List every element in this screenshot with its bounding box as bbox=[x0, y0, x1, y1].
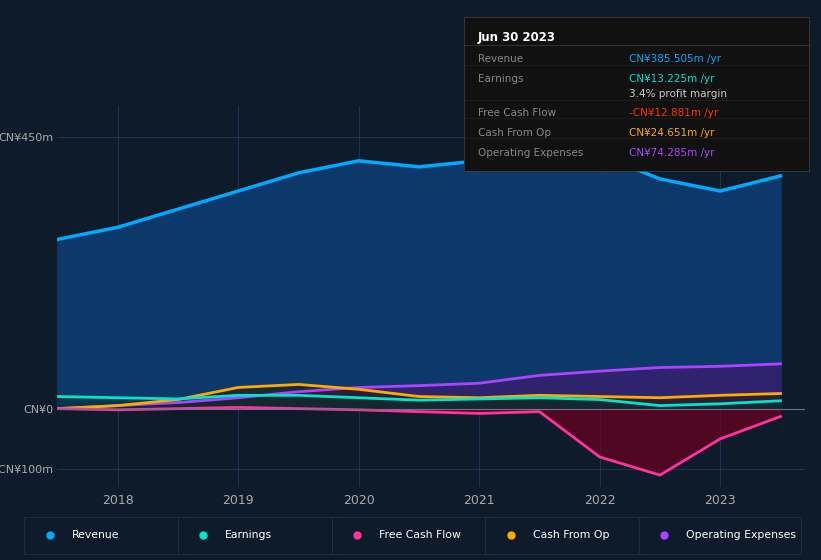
Text: Free Cash Flow: Free Cash Flow bbox=[478, 108, 556, 118]
Text: Operating Expenses: Operating Expenses bbox=[478, 148, 583, 158]
Text: Cash From Op: Cash From Op bbox=[478, 128, 551, 138]
Text: Revenue: Revenue bbox=[478, 54, 523, 64]
Text: Jun 30 2023: Jun 30 2023 bbox=[478, 31, 556, 44]
FancyBboxPatch shape bbox=[485, 517, 647, 554]
Text: CN¥13.225m /yr: CN¥13.225m /yr bbox=[630, 74, 715, 84]
Text: 3.4% profit margin: 3.4% profit margin bbox=[630, 89, 727, 99]
Text: -CN¥12.881m /yr: -CN¥12.881m /yr bbox=[630, 108, 718, 118]
Text: Earnings: Earnings bbox=[478, 74, 523, 84]
FancyBboxPatch shape bbox=[178, 517, 340, 554]
Text: CN¥74.285m /yr: CN¥74.285m /yr bbox=[630, 148, 715, 158]
FancyBboxPatch shape bbox=[332, 517, 493, 554]
FancyBboxPatch shape bbox=[25, 517, 186, 554]
FancyBboxPatch shape bbox=[639, 517, 800, 554]
Text: Operating Expenses: Operating Expenses bbox=[686, 530, 796, 540]
Text: Free Cash Flow: Free Cash Flow bbox=[379, 530, 461, 540]
Text: CN¥385.505m /yr: CN¥385.505m /yr bbox=[630, 54, 722, 64]
Text: Earnings: Earnings bbox=[225, 530, 273, 540]
Text: Revenue: Revenue bbox=[71, 530, 119, 540]
Text: CN¥24.651m /yr: CN¥24.651m /yr bbox=[630, 128, 715, 138]
Text: Cash From Op: Cash From Op bbox=[533, 530, 609, 540]
